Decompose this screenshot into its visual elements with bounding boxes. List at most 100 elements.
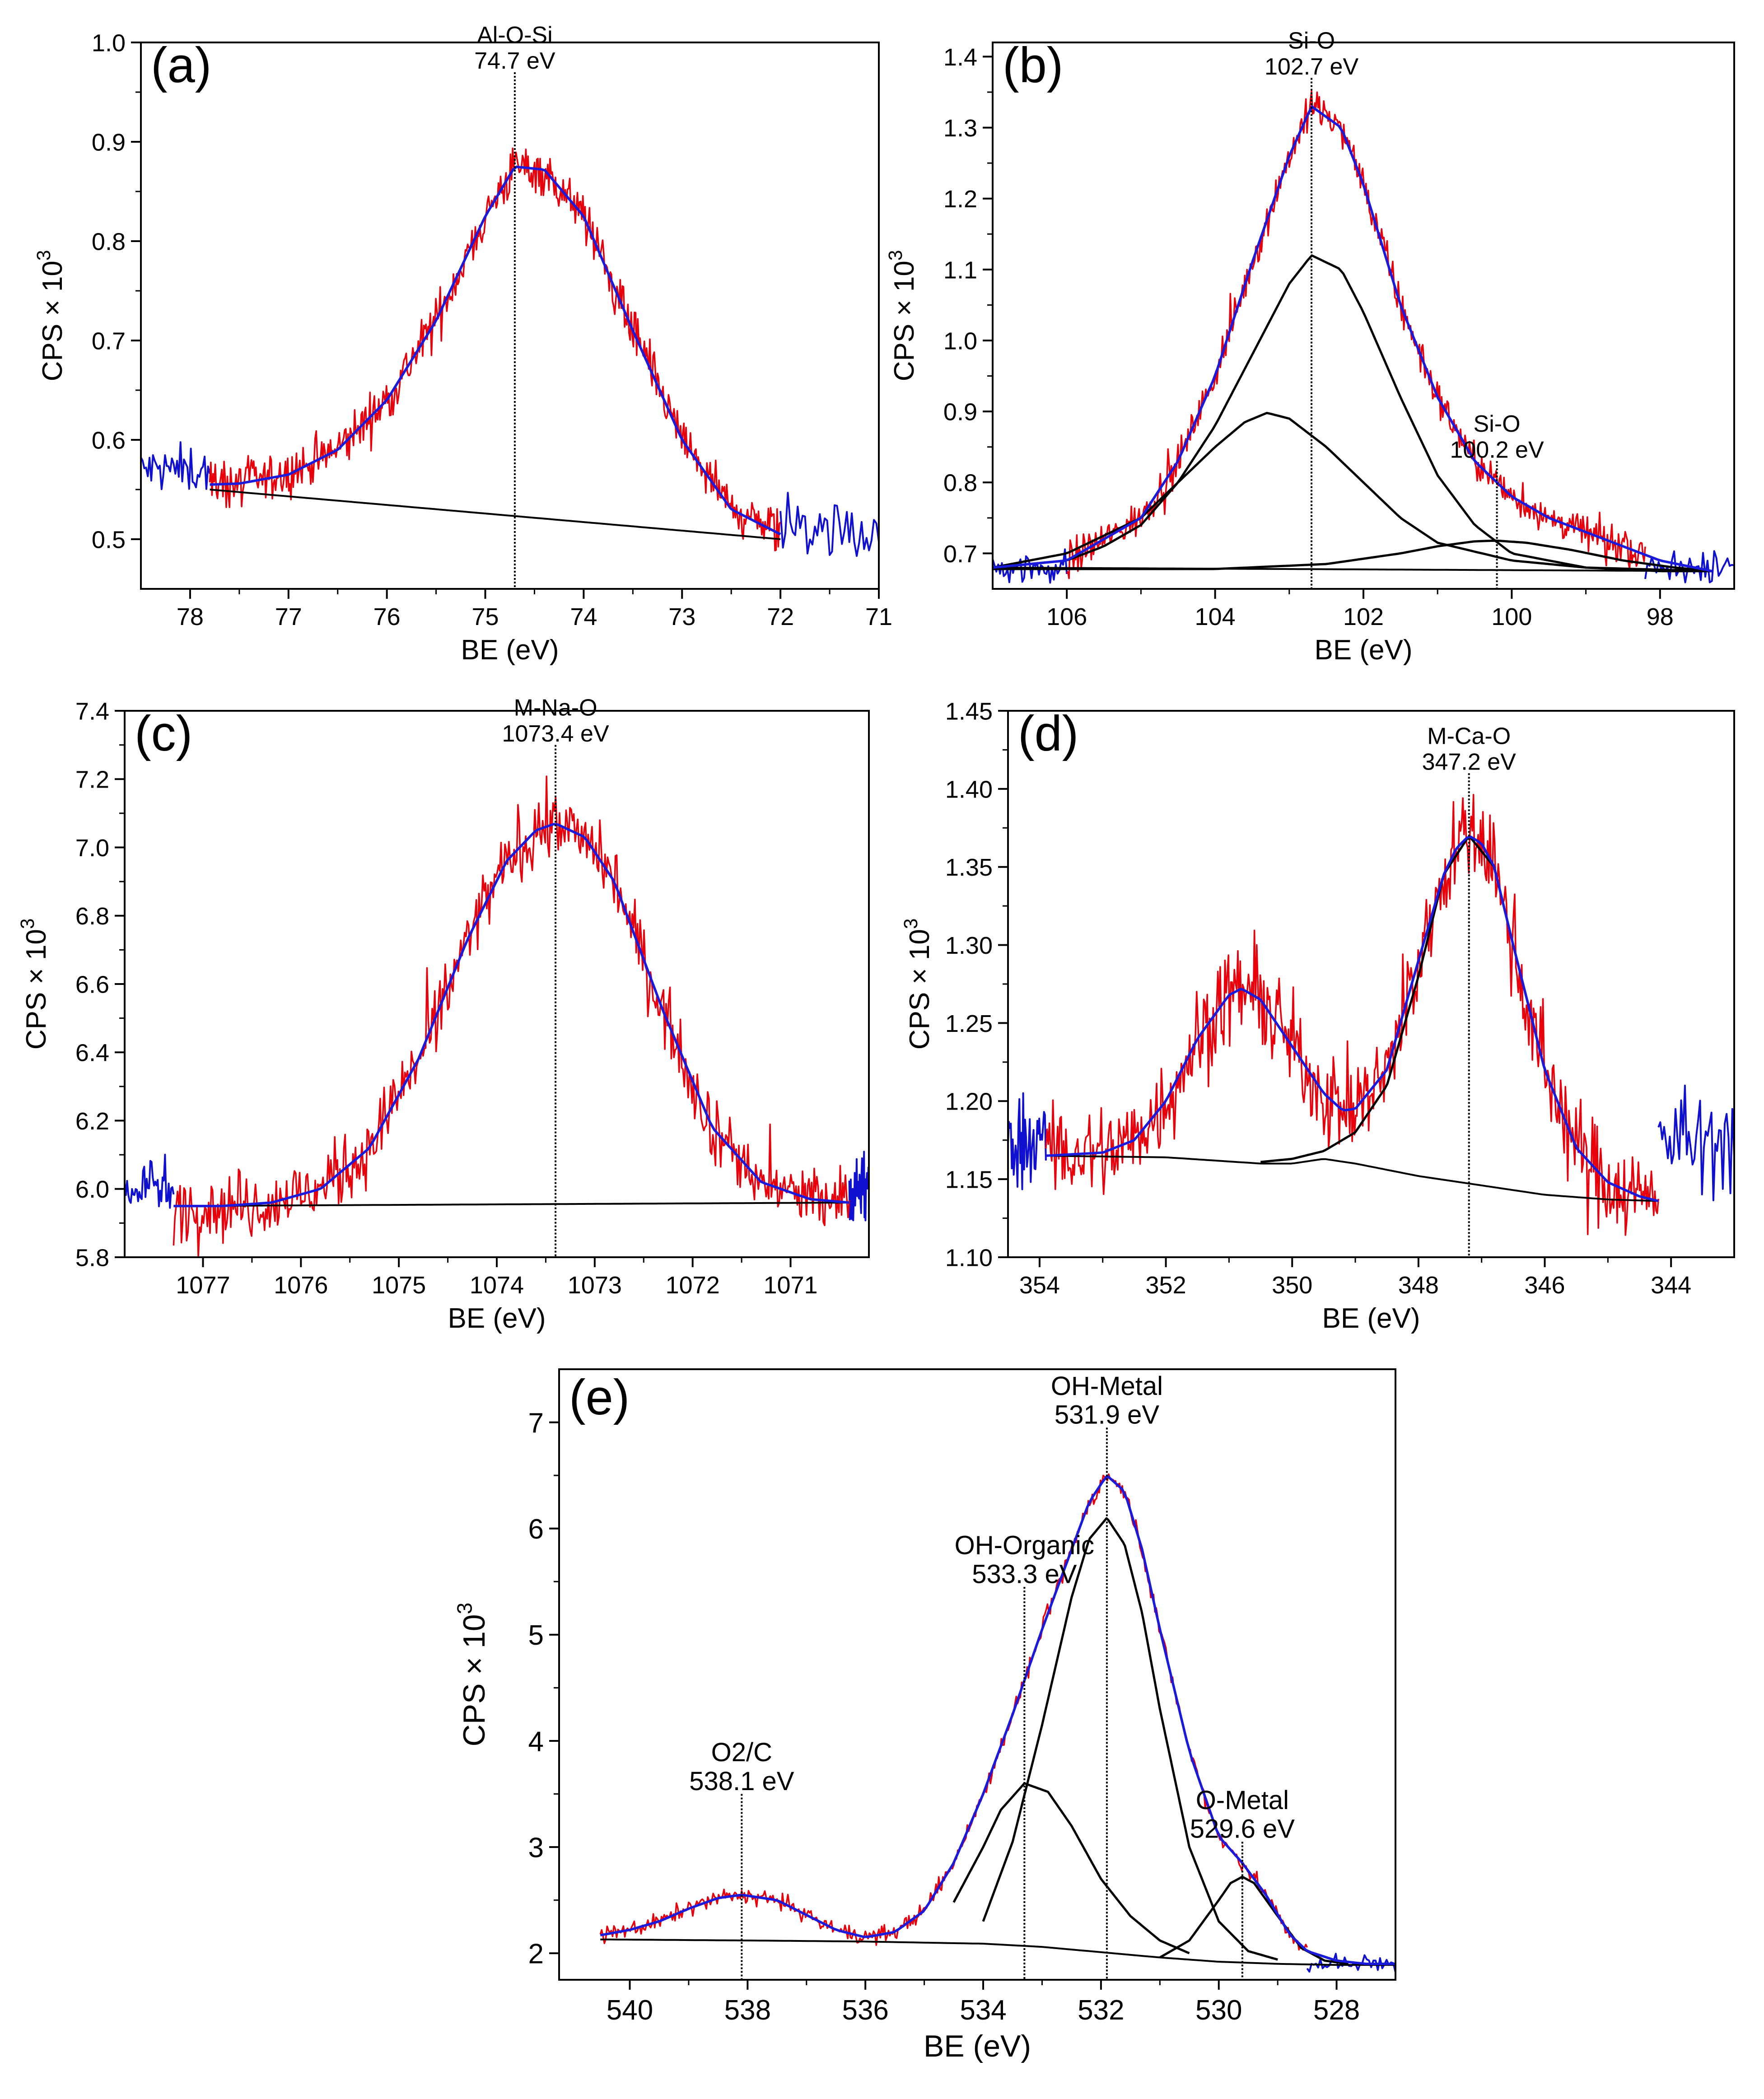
y-axis-title-text: CPS × 10 — [457, 1614, 491, 1746]
plot-frame — [140, 42, 880, 590]
x-tick-label: 534 — [960, 1995, 1006, 2026]
plot-area — [142, 72, 878, 588]
raw-spectrum-line — [1045, 793, 1659, 1236]
x-tick-label: 1072 — [666, 1272, 720, 1299]
peak-annotation-label: M-Na-O — [514, 695, 597, 721]
y-tick-label: 5 — [528, 1620, 544, 1651]
y-axis-title-text: CPS × 10 — [889, 261, 920, 381]
fit-component-1 — [1260, 835, 1659, 1202]
y-tick-label: 1.4 — [943, 44, 977, 71]
x-tick-label: 354 — [1019, 1272, 1060, 1299]
x-tick-label: 1071 — [763, 1272, 817, 1299]
x-tick-label: 348 — [1398, 1272, 1439, 1299]
chart-panel-e: 540 538 536 534 532 530 528 2 3 4 5 6 7 BE (eV) CPS × … — [453, 1368, 1396, 2063]
plot-area — [126, 745, 868, 1256]
y-axis-title-exponent: 3 — [33, 250, 54, 261]
plot-area — [599, 1427, 1395, 1979]
x-tick-label: 1074 — [470, 1272, 524, 1299]
x-tick-label: 538 — [724, 1995, 771, 2026]
peak-annotation-label: Si-O — [1288, 28, 1335, 54]
raw-background-left — [126, 1153, 175, 1209]
x-tick-label: 350 — [1272, 1272, 1312, 1299]
y-tick-label: 1.30 — [945, 932, 993, 959]
x-tick-label: 75 — [471, 603, 499, 630]
y-tick-label: 6.2 — [75, 1108, 109, 1135]
peak-annotation-value: 1073.4 eV — [502, 721, 609, 747]
raw-background-right — [848, 1151, 868, 1222]
y-tick-label: 7.0 — [75, 835, 109, 862]
peak-annotation-value: 100.2 eV — [1450, 437, 1544, 463]
raw-background-right — [1657, 1084, 1733, 1202]
y-tick-label: 1.45 — [945, 698, 993, 725]
y-tick-label: 0.8 — [92, 228, 126, 255]
x-tick-label: 98 — [1647, 603, 1674, 630]
y-tick-label: 3 — [528, 1832, 544, 1863]
x-tick-label: 530 — [1195, 1995, 1242, 2026]
y-tick-label: 1.3 — [943, 115, 977, 142]
peak-annotation-value: 102.7 eV — [1265, 54, 1358, 80]
y-tick-label: 1.15 — [945, 1166, 993, 1194]
x-tick-label: 540 — [607, 1995, 653, 2026]
baseline-line — [600, 1938, 1395, 1966]
x-tick-label: 72 — [767, 603, 794, 630]
x-tick-label: 71 — [865, 603, 892, 630]
y-axis-title-text: CPS × 10 — [37, 261, 68, 381]
y-axis-title-text: CPS × 10 — [21, 929, 52, 1050]
panel-label: (b) — [1003, 37, 1063, 93]
fit-component-2 — [982, 1517, 1278, 1961]
fit-envelope-line — [600, 1474, 1395, 1965]
x-tick-label: 352 — [1146, 1272, 1186, 1299]
y-tick-label: 1.40 — [945, 776, 993, 803]
x-axis-title: BE (eV) — [1322, 1303, 1420, 1334]
x-tick-label: 106 — [1046, 603, 1087, 630]
y-tick-label: 1.0 — [943, 327, 977, 354]
y-tick-label: 6 — [528, 1514, 544, 1545]
y-tick-label: 0.9 — [92, 129, 126, 156]
peak-annotation-value: 538.1 eV — [689, 1767, 794, 1796]
fit-envelope-line — [210, 165, 781, 536]
panel-label: (e) — [569, 1370, 630, 1425]
x-axis-title: BE (eV) — [1314, 634, 1412, 666]
peak-annotation-value: 531.9 eV — [1055, 1400, 1160, 1430]
x-tick-label: 1077 — [176, 1272, 230, 1299]
x-tick-label: 344 — [1651, 1272, 1691, 1299]
y-tick-label: 7 — [528, 1408, 544, 1439]
raw-background-left — [142, 441, 211, 490]
y-tick-label: 0.7 — [92, 327, 126, 354]
plot-frame — [558, 1368, 1396, 1981]
panel-label: (c) — [135, 706, 192, 761]
peak-annotation-value: 347.2 eV — [1422, 749, 1516, 775]
x-tick-label: 1075 — [372, 1272, 426, 1299]
peak-annotation-label: OH-Metal — [1051, 1371, 1163, 1401]
peak-annotation-value: 74.7 eV — [474, 48, 555, 74]
peak-annotation-label: Al-O-Si — [477, 22, 553, 48]
y-tick-label: 6.6 — [75, 971, 109, 998]
y-tick-label: 7.2 — [75, 766, 109, 793]
y-tick-label: 0.7 — [943, 541, 977, 568]
x-axis-title: BE (eV) — [461, 634, 559, 666]
y-tick-label: 5.8 — [75, 1244, 109, 1271]
baseline-line — [1045, 1155, 1659, 1202]
fit-envelope-line — [1045, 835, 1659, 1203]
y-tick-label: 0.5 — [92, 526, 126, 553]
plot-frame — [992, 42, 1735, 590]
x-tick-label: 78 — [177, 603, 204, 630]
baseline-line — [210, 489, 781, 540]
y-tick-label: 0.8 — [943, 470, 977, 497]
y-tick-label: 6.4 — [75, 1040, 109, 1067]
y-axis-title: CPS × 103 — [17, 919, 52, 1050]
y-tick-label: 1.10 — [945, 1244, 993, 1271]
y-axis-title: CPS × 103 — [33, 250, 68, 382]
x-tick-label: 73 — [668, 603, 695, 630]
peak-annotation-label: Si-O — [1474, 411, 1521, 437]
peak-annotation-value: 533.3 eV — [972, 1559, 1077, 1589]
x-tick-label: 528 — [1313, 1995, 1360, 2026]
peak-annotation-label: OH-Organic — [955, 1531, 1094, 1560]
x-tick-label: 346 — [1524, 1272, 1565, 1299]
peak-annotation-value: 529.6 eV — [1190, 1814, 1295, 1844]
x-tick-label: 74 — [570, 603, 597, 630]
x-tick-label: 536 — [842, 1995, 888, 2026]
y-axis-title-exponent: 3 — [900, 919, 921, 929]
y-tick-label: 7.4 — [75, 698, 109, 725]
x-tick-label: 1076 — [274, 1272, 328, 1299]
